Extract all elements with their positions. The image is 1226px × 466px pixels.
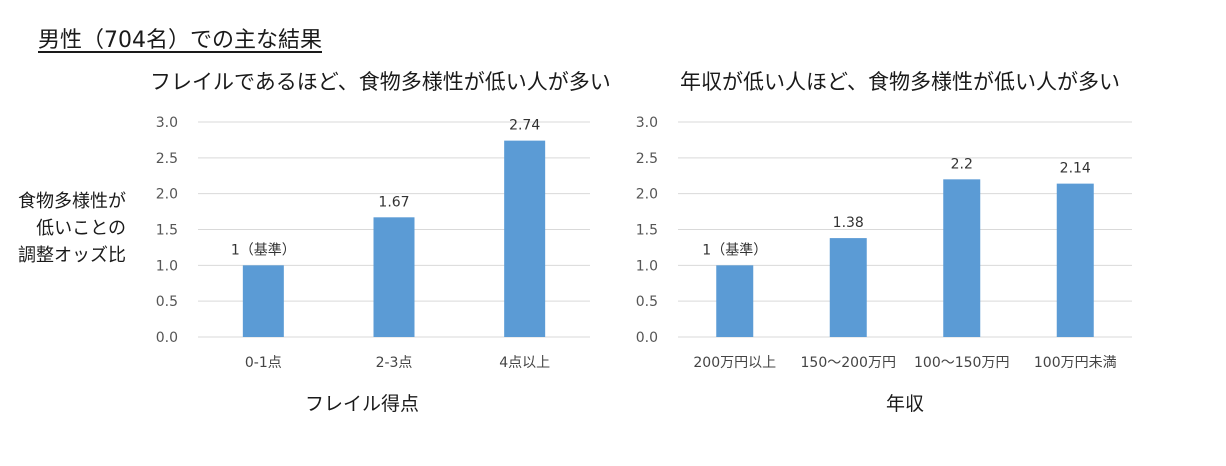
income-y-tick-label: 2.5	[636, 151, 658, 167]
page-title: 男性（704名）での主な結果	[38, 28, 322, 53]
chart-title-frailty: フレイルであるほど、食物多様性が低い人が多い	[150, 70, 611, 94]
frailty-data-label: 1（基準）	[231, 241, 296, 258]
income-y-tick-label: 1.0	[636, 258, 658, 274]
income-y-tick-label: 2.0	[636, 187, 658, 203]
income-y-tick-label: 3.0	[636, 115, 658, 131]
frailty-category-label: 2-3点	[376, 355, 413, 371]
income-bar	[943, 179, 981, 337]
income-y-tick-label: 0.0	[636, 330, 658, 346]
frailty-bar	[504, 140, 546, 337]
frailty-y-tick-label: 2.0	[156, 187, 178, 203]
frailty-data-label: 2.74	[509, 118, 540, 134]
income-category-label: 200万円以上	[693, 355, 776, 371]
income-y-tick-label: 1.5	[636, 223, 658, 239]
income-category-label: 100万円未満	[1034, 355, 1117, 371]
frailty-x-axis-label: フレイル得点	[305, 393, 419, 415]
y-axis-label-line-1: 食物多様性が	[18, 191, 126, 212]
y-axis-label-line-3: 調整オッズ比	[18, 245, 126, 266]
frailty-y-tick-label: 1.0	[156, 258, 178, 274]
income-category-label: 100～150万円	[914, 355, 1009, 371]
frailty-y-tick-label: 0.5	[156, 294, 178, 310]
frailty-y-tick-label: 3.0	[156, 115, 178, 131]
frailty-bar	[242, 265, 284, 337]
income-bar	[716, 265, 754, 337]
y-axis-label-line-2: 低いことの	[36, 218, 126, 239]
income-x-axis-label: 年収	[886, 393, 924, 415]
income-category-label: 150～200万円	[801, 355, 896, 371]
frailty-y-tick-label: 0.0	[156, 330, 178, 346]
frailty-bar	[373, 217, 415, 337]
income-data-label: 2.14	[1060, 161, 1091, 177]
income-y-tick-label: 0.5	[636, 294, 658, 310]
income-bar	[829, 238, 867, 337]
income-data-label: 1.38	[833, 215, 864, 231]
chart-title-income: 年収が低い人ほど、食物多様性が低い人が多い	[680, 70, 1120, 94]
income-data-label: 1（基準）	[702, 241, 767, 258]
frailty-category-label: 0-1点	[245, 355, 282, 371]
frailty-data-label: 1.67	[378, 194, 409, 210]
frailty-y-tick-label: 1.5	[156, 223, 178, 239]
frailty-y-tick-label: 2.5	[156, 151, 178, 167]
frailty-category-label: 4点以上	[499, 355, 550, 371]
income-data-label: 2.2	[951, 156, 973, 172]
y-axis-label: 食物多様性が 低いことの 調整オッズ比	[2, 188, 126, 269]
income-bar	[1056, 183, 1094, 337]
